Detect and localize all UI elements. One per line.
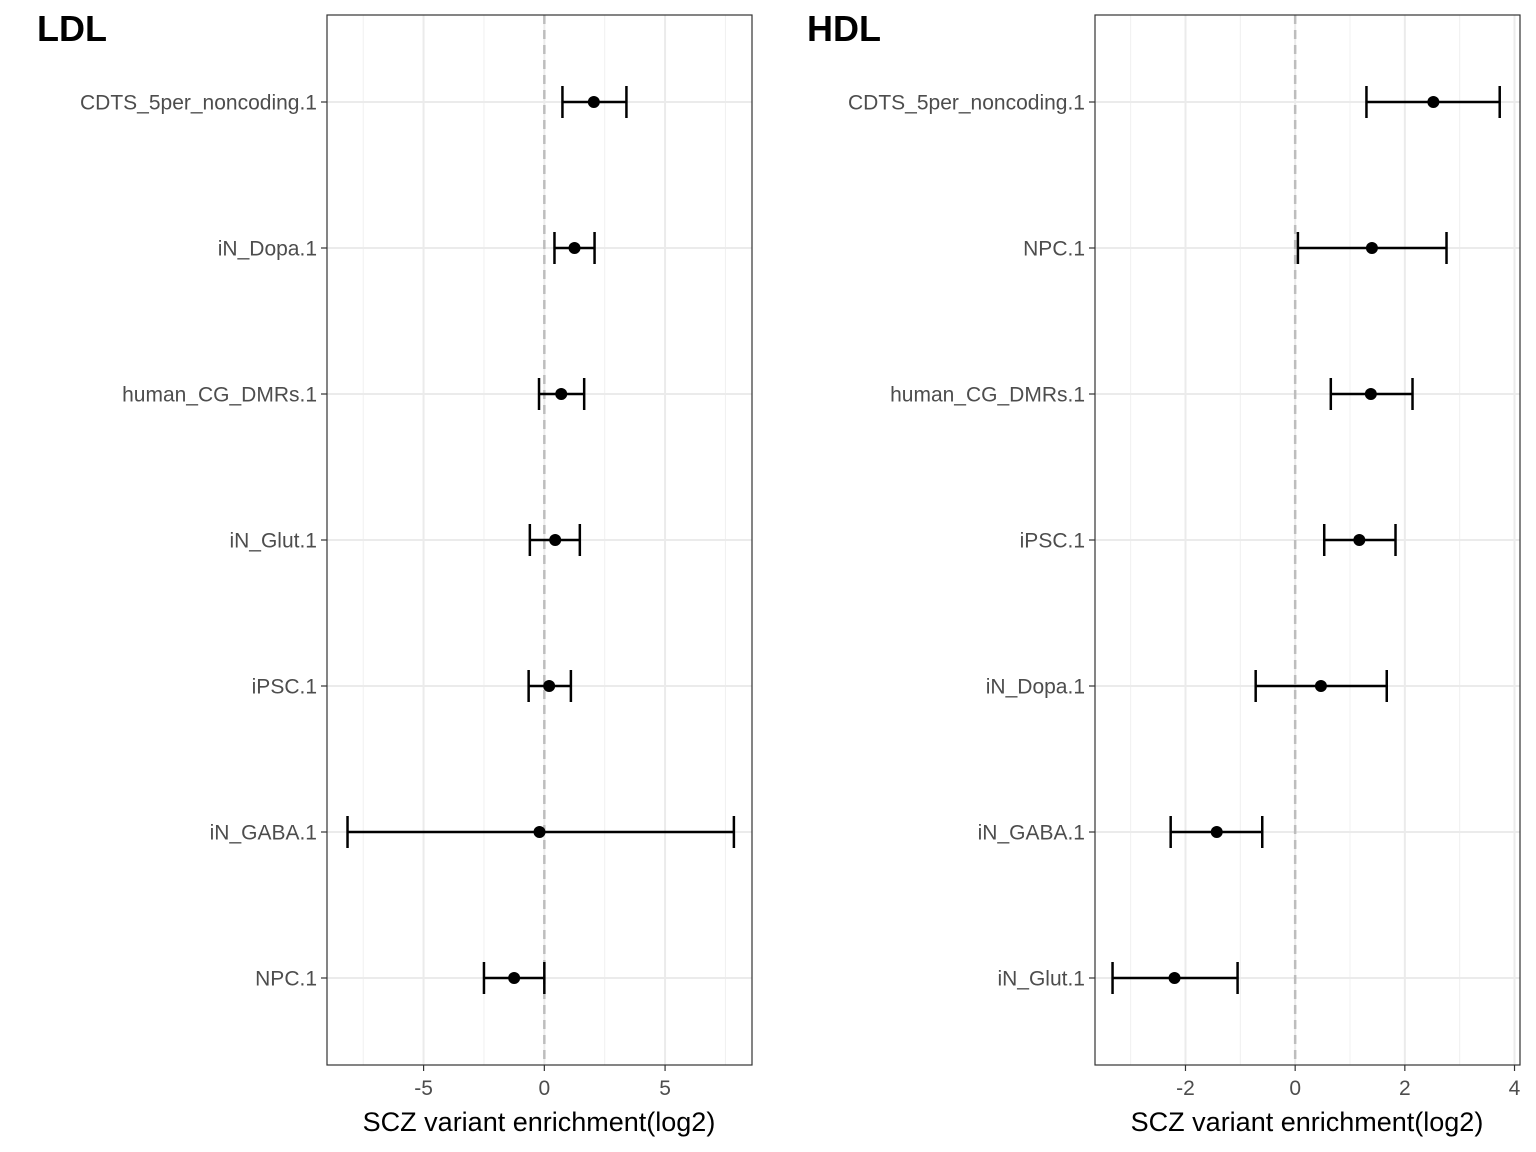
ldl-estimate-point [568,242,581,254]
hdl-y-tick-label: human_CG_DMRs.1 [890,384,1085,407]
hdl-estimate-point [1168,972,1181,984]
ldl-y-tick-label: human_CG_DMRs.1 [122,384,317,407]
ldl-panel-title: LDL [37,8,107,49]
hdl-y-tick-label: iN_Dopa.1 [986,676,1085,699]
hdl-x-tick-label: -2 [1176,1077,1195,1100]
ldl-x-axis-title: SCZ variant enrichment(log2) [363,1107,716,1137]
hdl-estimate-point [1210,826,1223,838]
hdl-estimate-point [1353,534,1366,546]
hdl-panel-title: HDL [807,8,881,49]
ldl-x-tick-label: 0 [538,1077,550,1100]
hdl-x-tick-label: 0 [1289,1077,1301,1100]
ldl-y-tick-label: iN_Dopa.1 [218,238,317,261]
ldl-y-tick-label: iPSC.1 [252,676,317,699]
ldl-panel: LDL CDTS_5per_noncoding.1 iN_Dopa.1 human_… [37,8,753,1137]
ldl-estimate-point [533,826,546,838]
ldl-estimate-point [508,972,521,984]
hdl-estimate-point [1427,96,1440,108]
hdl-y-tick-label: CDTS_5per_noncoding.1 [848,92,1085,115]
hdl-estimate-point [1364,388,1377,400]
hdl-x-tick-label: 4 [1509,1077,1521,1100]
hdl-y-tick-label: iN_Glut.1 [997,968,1085,991]
ldl-estimate-point [549,534,562,546]
ldl-estimate-point [555,388,568,400]
hdl-plot-area: CDTS_5per_noncoding.1 NPC.1 human_CG_DMRs.… [848,14,1521,1100]
hdl-y-tick-label: iPSC.1 [1020,530,1085,553]
ldl-y-tick-label: CDTS_5per_noncoding.1 [80,92,317,115]
hdl-x-axis-title: SCZ variant enrichment(log2) [1131,1107,1484,1137]
hdl-y-tick-label: NPC.1 [1023,238,1085,261]
ldl-plot-area: CDTS_5per_noncoding.1 iN_Dopa.1 human_CG_D… [80,14,753,1100]
ldl-y-tick-label: NPC.1 [255,968,317,991]
hdl-estimate-point [1314,680,1327,692]
ldl-x-tick-label: 5 [659,1077,671,1100]
hdl-panel: HDL CDTS_5per_noncoding.1 NPC.1 human_CG_D… [807,8,1521,1137]
hdl-estimate-point [1365,242,1378,254]
hdl-x-tick-label: 2 [1399,1077,1411,1100]
ldl-estimate-point [543,680,556,692]
hdl-y-tick-label: iN_GABA.1 [978,822,1085,845]
ldl-x-tick-label: -5 [414,1077,433,1100]
ldl-y-tick-label: iN_GABA.1 [210,822,317,845]
ldl-estimate-point [587,96,600,108]
ldl-y-tick-label: iN_Glut.1 [229,530,317,553]
